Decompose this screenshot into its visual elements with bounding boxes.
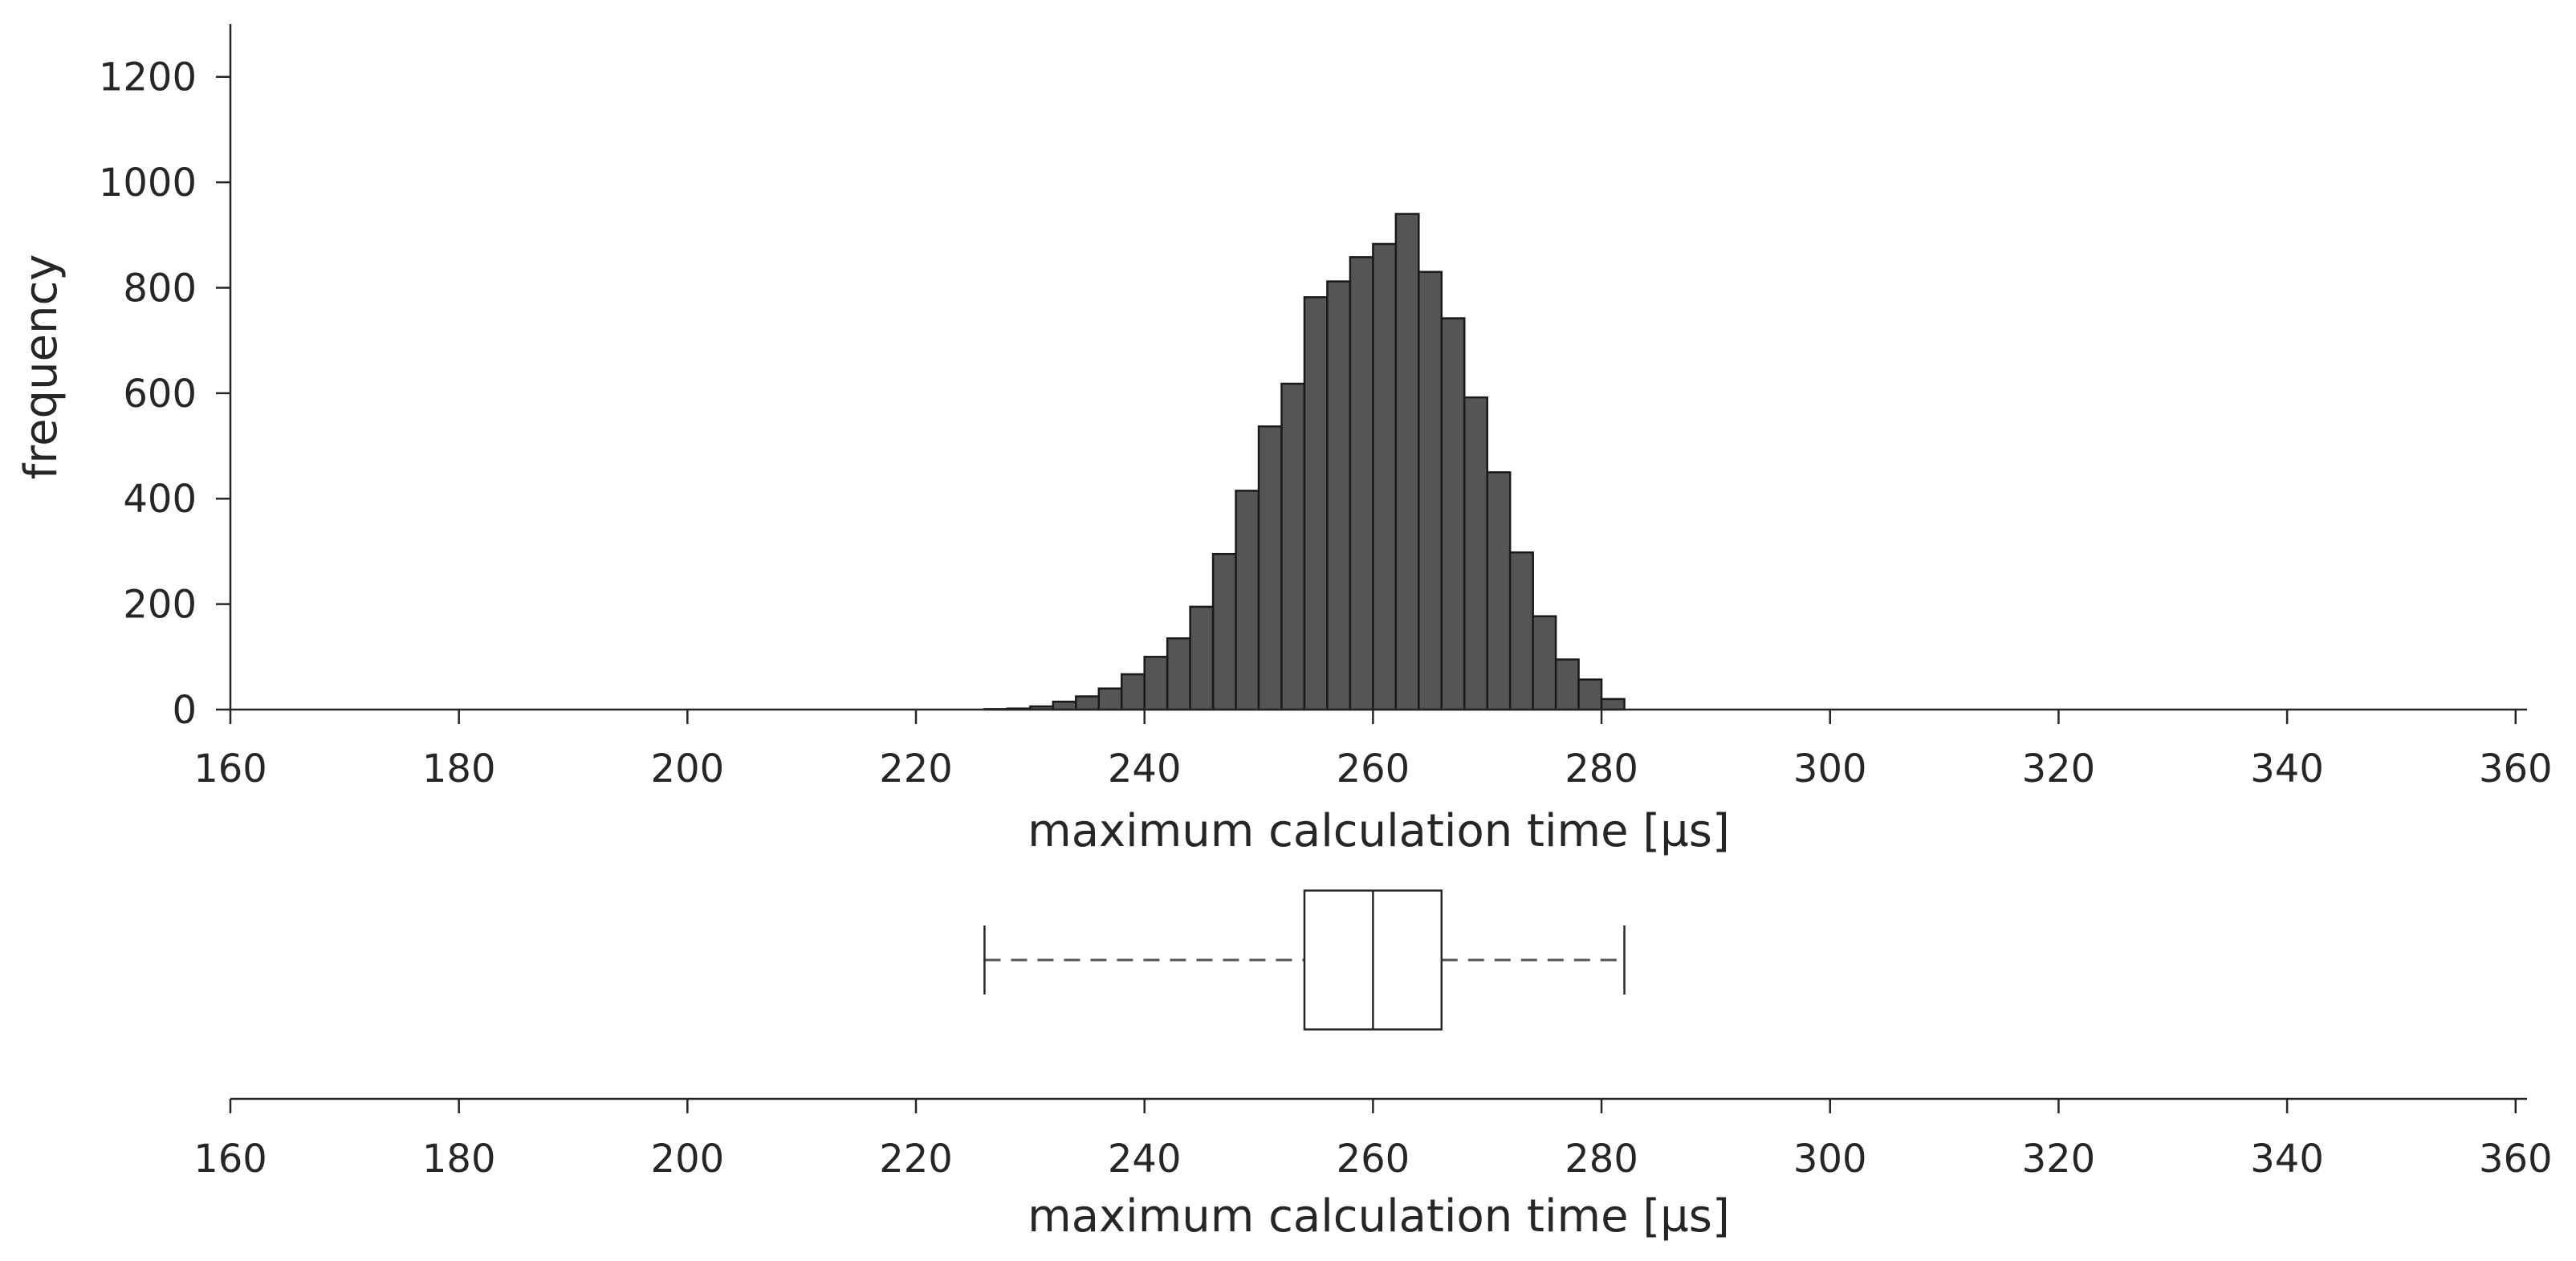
histogram-bar (1143, 656, 1169, 711)
histogram-x-tick-label: 220 (879, 746, 953, 791)
histogram-bar (1120, 673, 1146, 711)
histogram-panel: 0 200 400 600 800 1000 1200 160 180 200 220 240 260… (15, 24, 2553, 857)
histogram-bar (1326, 280, 1352, 711)
boxplot-x-tick-label: 180 (422, 1137, 496, 1182)
histogram-bar (1097, 687, 1123, 711)
histogram-x-axis-title: maximum calculation time [µs] (1028, 805, 1730, 857)
histogram-bar (1600, 698, 1626, 711)
histogram-bar (1486, 471, 1512, 711)
histogram-x-tick-label: 280 (1565, 746, 1638, 791)
histogram-x-tick-label: 200 (651, 746, 725, 791)
histogram-bar (1372, 242, 1398, 711)
histogram-bar (1577, 678, 1603, 711)
histogram-bar (1508, 551, 1534, 711)
histogram-x-tick-label: 340 (2250, 746, 2324, 791)
boxplot-x-tick-label: 280 (1565, 1137, 1638, 1182)
histogram-x-tick-label: 320 (2022, 746, 2096, 791)
histogram-bar (1280, 382, 1306, 711)
histogram-bar (1554, 658, 1580, 711)
histogram-x-tick-label: 240 (1108, 746, 1182, 791)
histogram-bar (1394, 213, 1420, 711)
histogram-x-tick-label: 180 (422, 746, 496, 791)
boxplot-marks (983, 889, 1626, 1031)
histogram-y-tick-label: 400 (123, 477, 197, 522)
histogram-bar (1166, 637, 1191, 711)
histogram-bar (1257, 425, 1283, 711)
histogram-bar (1463, 396, 1488, 711)
histogram-bar (1211, 552, 1237, 711)
histogram-y-tick-label: 600 (123, 372, 197, 417)
histogram-bar (1440, 317, 1466, 711)
histogram-bar (1349, 256, 1374, 711)
histogram-bar (1303, 296, 1329, 711)
histogram-x-tick-label: 260 (1337, 746, 1410, 791)
boxplot-x-tick-label: 200 (651, 1137, 725, 1182)
boxplot-x-axis-title: maximum calculation time [µs] (1028, 1190, 1730, 1243)
boxplot-x-tick-label: 320 (2022, 1137, 2096, 1182)
histogram-bar (1532, 615, 1557, 711)
boxplot-x-tick-label: 340 (2250, 1137, 2324, 1182)
boxplot-panel: 160 180 200 220 240 260 280 300 320 340 360 maximu… (193, 889, 2553, 1243)
boxplot-x-tick-label: 260 (1337, 1137, 1410, 1182)
boxplot-x-ticks: 160 180 200 220 240 260 280 300 320 340 360 (193, 1099, 2553, 1182)
histogram-x-tick-label: 300 (1793, 746, 1867, 791)
histogram-y-tick-label: 0 (172, 688, 197, 733)
histogram-bar (1189, 605, 1215, 711)
boxplot-x-tick-label: 220 (879, 1137, 953, 1182)
histogram-bar (1235, 490, 1260, 711)
histogram-bar (1075, 695, 1101, 711)
histogram-y-tick-label: 200 (123, 583, 197, 628)
histogram-bar (1418, 271, 1443, 711)
histogram-y-ticks: 0 200 400 600 800 1000 1200 (99, 55, 230, 733)
boxplot-x-tick-label: 360 (2479, 1137, 2553, 1182)
boxplot-x-tick-label: 240 (1108, 1137, 1182, 1182)
boxplot-x-tick-label: 160 (193, 1137, 267, 1182)
histogram-y-tick-label: 1200 (99, 55, 197, 100)
histogram-bar (1052, 700, 1077, 711)
histogram-x-ticks: 160 180 200 220 240 260 280 300 320 340 360 (193, 710, 2553, 791)
histogram-x-tick-label: 360 (2479, 746, 2553, 791)
histogram-y-axis-title: frequency (15, 254, 67, 480)
boxplot-x-tick-label: 300 (1793, 1137, 1867, 1182)
histogram-y-tick-label: 1000 (99, 161, 197, 205)
histogram-y-tick-label: 800 (123, 266, 197, 311)
histogram-x-tick-label: 160 (193, 746, 267, 791)
histogram-bars (983, 213, 1626, 711)
